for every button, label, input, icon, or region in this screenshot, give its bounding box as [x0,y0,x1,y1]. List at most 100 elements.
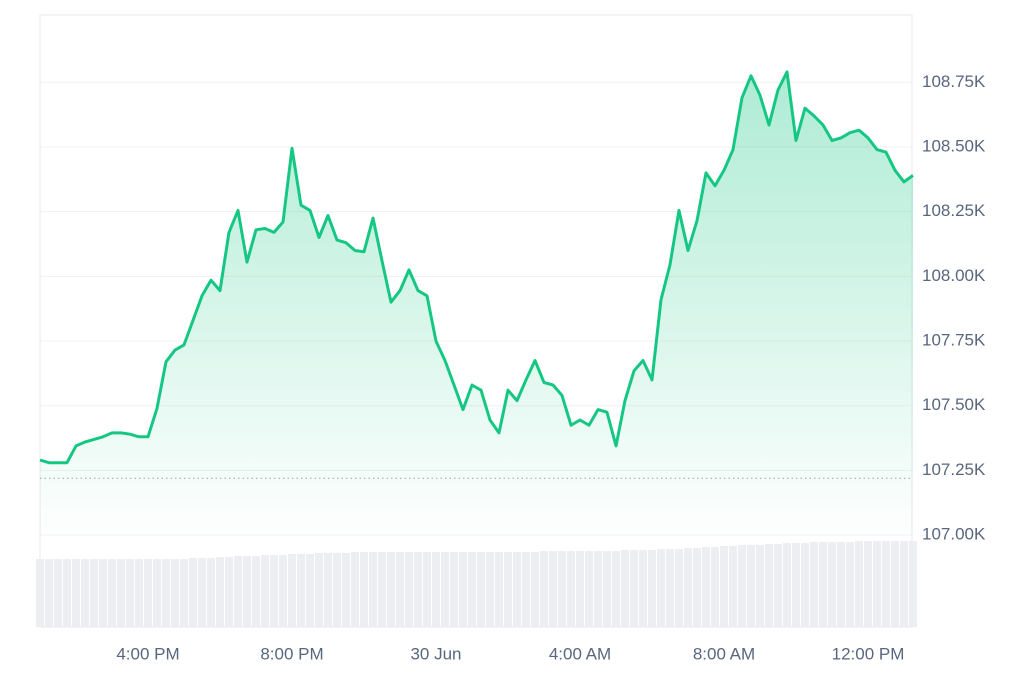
volume-bar [63,559,71,627]
volume-bar [549,551,557,627]
volume-bar [378,552,386,627]
volume-bar [135,559,143,627]
y-tick-label: 107.25K [922,460,986,479]
volume-bar [810,542,818,627]
volume-bar [639,550,647,627]
y-tick-label: 108.75K [922,72,986,91]
volume-bar [162,559,170,627]
y-tick-label: 107.75K [922,331,986,350]
volume-bar [513,552,521,627]
volume-bar [585,551,593,627]
volume-bar [900,541,908,627]
volume-bar [216,557,224,627]
volume-bar [243,556,251,627]
volume-bar [612,551,620,627]
volume-bar [603,551,611,627]
volume-bar [792,543,800,627]
volume-bar [738,545,746,627]
volume-bar [36,559,44,627]
price-area [40,71,913,541]
volume-bar [342,553,350,627]
volume-bar [279,555,287,627]
volume-bar [270,555,278,627]
x-tick-label: 30 Jun [410,644,461,663]
volume-bar [531,552,539,627]
x-tick-label: 4:00 PM [116,644,179,663]
volume-bar [756,545,764,627]
volume-bar [351,552,359,627]
volume-bar [648,550,656,627]
volume-bar [225,557,233,627]
volume-bar [126,559,134,627]
volume-bar [387,552,395,627]
volume-bar [747,545,755,627]
volume-bar [711,547,719,627]
volume-bar [504,552,512,627]
volume-bar [423,552,431,627]
volume-bar [333,553,341,627]
volume-bar [864,541,872,627]
volume-bar [468,552,476,627]
volume-bar [873,541,881,627]
volume-bar [90,559,98,627]
volume-bar [459,552,467,627]
x-tick-label: 8:00 AM [693,644,755,663]
volume-bar [153,559,161,627]
volume-bar [720,546,728,627]
volume-bar [567,551,575,627]
volume-bar [324,553,332,627]
volume-bar [666,549,674,627]
volume-bar [684,548,692,627]
volume-bar [522,552,530,627]
volume-bar [315,553,323,627]
volume-bar [783,543,791,627]
volume-bar [855,541,863,627]
volume-bar [45,559,53,627]
volume-bar [180,559,188,627]
y-tick-label: 107.50K [922,395,986,414]
volume-bar [360,552,368,627]
volume-bar [540,551,548,627]
volume-bar [702,547,710,627]
volume-bar [801,543,809,627]
volume-bar [369,552,377,627]
volume-bar [477,552,485,627]
volume-bar [306,554,314,627]
volume-bar [774,544,782,627]
volume-bar [846,542,854,627]
volume-bar [765,544,773,627]
volume-bar [729,546,737,627]
volume-bar [909,541,917,627]
volume-bar [414,552,422,627]
volume-bar [693,548,701,627]
volume-bar [207,558,215,627]
volume-bar [81,559,89,627]
y-tick-label: 107.00K [922,525,986,544]
volume-bar [675,549,683,627]
volume-bar [828,542,836,627]
volume-bar [72,559,80,627]
volume-bar [108,559,116,627]
volume-bar [234,556,242,627]
volume-bar [882,541,890,627]
volume-bar [396,552,404,627]
volume-bar [837,542,845,627]
volume-bar [261,555,269,627]
volume-bar [189,558,197,627]
volume-bar [657,549,665,627]
volume-bar [99,559,107,627]
volume-bar [576,551,584,627]
x-tick-label: 8:00 PM [260,644,323,663]
volume-bar [495,552,503,627]
volume-bar [288,554,296,627]
volume-bar [621,550,629,627]
volume-bar [144,559,152,627]
volume-bar [630,550,638,627]
volume-bar [891,541,899,627]
volume-bar [252,556,260,627]
volume-bar [171,559,179,627]
volume-bar [54,559,62,627]
x-tick-label: 12:00 PM [832,644,905,663]
volume-bar [198,558,206,627]
